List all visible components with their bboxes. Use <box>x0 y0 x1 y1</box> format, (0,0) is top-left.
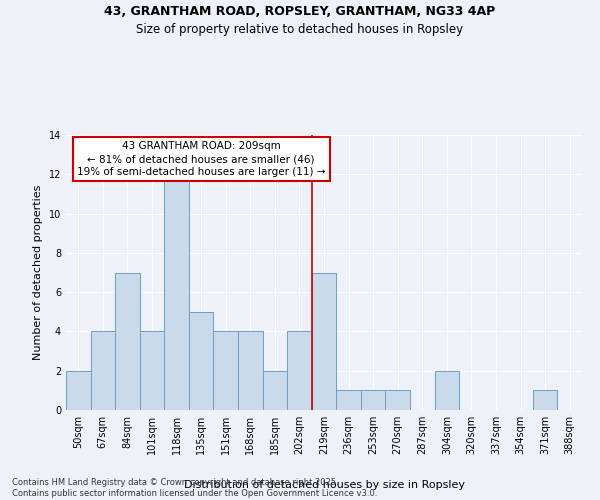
Bar <box>140 332 164 410</box>
Text: Distribution of detached houses by size in Ropsley: Distribution of detached houses by size … <box>184 480 464 490</box>
Bar <box>214 332 238 410</box>
Bar <box>361 390 385 410</box>
Bar <box>312 272 336 410</box>
Text: 43, GRANTHAM ROAD, ROPSLEY, GRANTHAM, NG33 4AP: 43, GRANTHAM ROAD, ROPSLEY, GRANTHAM, NG… <box>104 5 496 18</box>
Bar <box>263 370 287 410</box>
Bar <box>287 332 312 410</box>
Y-axis label: Number of detached properties: Number of detached properties <box>33 185 43 360</box>
Bar <box>66 370 91 410</box>
Text: Contains HM Land Registry data © Crown copyright and database right 2025.
Contai: Contains HM Land Registry data © Crown c… <box>12 478 377 498</box>
Text: 43 GRANTHAM ROAD: 209sqm
← 81% of detached houses are smaller (46)
19% of semi-d: 43 GRANTHAM ROAD: 209sqm ← 81% of detach… <box>77 141 325 178</box>
Bar <box>533 390 557 410</box>
Bar <box>385 390 410 410</box>
Bar <box>434 370 459 410</box>
Bar <box>336 390 361 410</box>
Bar <box>238 332 263 410</box>
Bar <box>115 272 140 410</box>
Bar <box>91 332 115 410</box>
Bar <box>164 174 189 410</box>
Bar <box>189 312 214 410</box>
Text: Size of property relative to detached houses in Ropsley: Size of property relative to detached ho… <box>136 22 464 36</box>
